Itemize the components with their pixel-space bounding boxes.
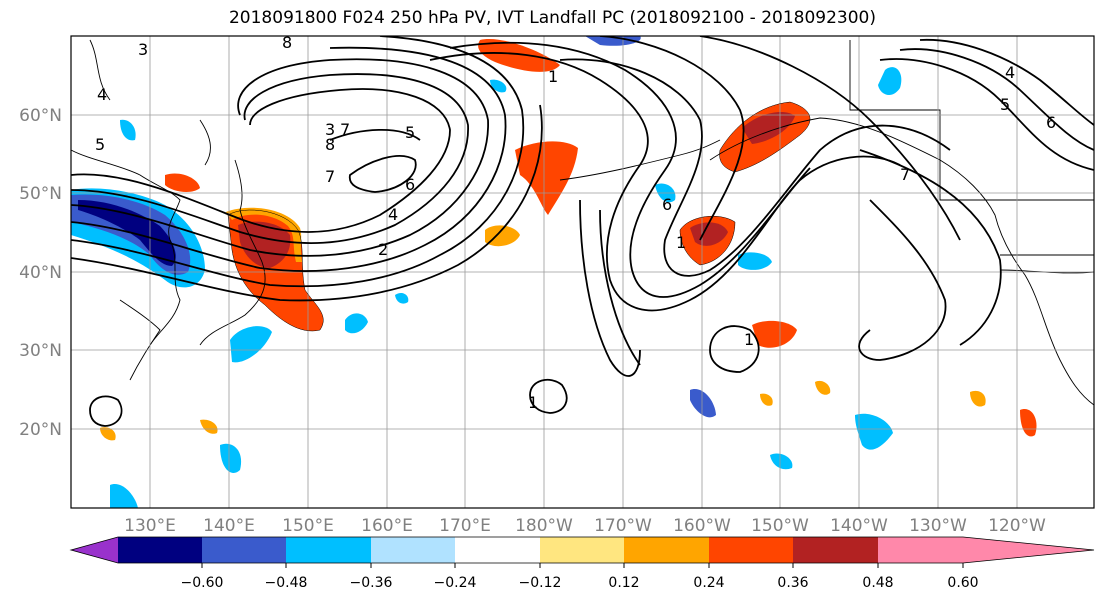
- lon-label: 130°E: [124, 516, 176, 536]
- colorbar-tick-label: −0.12: [519, 575, 562, 591]
- pv-label: 1: [528, 393, 538, 412]
- coastlines: [71, 39, 1094, 406]
- colorbar-tick-label: −0.24: [434, 575, 477, 591]
- lon-label: 170°E: [439, 516, 491, 536]
- lon-label: 160°E: [361, 516, 413, 536]
- pv-contour-labels: 3 8 4 5 3 8 7 6 4 2 7 1 6 5 1 4 7 5 6 1 …: [95, 33, 1056, 412]
- colorbar-tick-label: −0.36: [350, 575, 393, 591]
- colorbar-segment: [624, 537, 709, 563]
- pv-label: 7: [900, 165, 910, 184]
- colorbar-segment: [878, 537, 963, 563]
- lat-label: 40°N: [19, 263, 62, 283]
- lat-label: 50°N: [19, 184, 62, 204]
- colorbar-segment: [286, 537, 371, 563]
- pv-label: 8: [325, 135, 335, 154]
- pv-label: 6: [662, 195, 672, 214]
- pv-label: 2: [378, 240, 388, 259]
- pv-label: 6: [1046, 113, 1056, 132]
- lon-label: 150°E: [282, 516, 334, 536]
- map-title: 2018091800 F024 250 hPa PV, IVT Landfall…: [228, 8, 876, 28]
- colorbar-tick-label: 0.48: [862, 575, 893, 591]
- pv-label: 1: [676, 233, 686, 252]
- colorbar-extend-low: [71, 537, 118, 563]
- lon-label: 140°W: [830, 516, 888, 536]
- pv-label: 3: [138, 40, 148, 59]
- lat-label: 60°N: [19, 106, 62, 126]
- lon-label: 140°E: [203, 516, 255, 536]
- lon-label: 150°W: [751, 516, 809, 536]
- lon-label: 130°W: [909, 516, 967, 536]
- colorbar-segment: [709, 537, 793, 563]
- pv-label: 5: [1000, 95, 1010, 114]
- pv-label: 1: [744, 330, 754, 349]
- lon-label: 170°W: [594, 516, 652, 536]
- colorbar-segment: [455, 537, 540, 563]
- pv-label: 3: [325, 120, 335, 139]
- pv-label: 6: [405, 175, 415, 194]
- pv-contours: [71, 36, 1094, 427]
- graticule: [71, 36, 1094, 508]
- pv-label: 5: [95, 135, 105, 154]
- colorbar-tick-label: 0.24: [693, 575, 724, 591]
- lon-label: 180°W: [515, 516, 573, 536]
- pv-label: 7: [340, 120, 350, 139]
- pv-label: 5: [405, 123, 415, 142]
- lat-label: 20°N: [19, 420, 62, 440]
- colorbar-segment: [371, 537, 455, 563]
- colorbar-segment: [540, 537, 624, 563]
- longitude-labels: 130°E 140°E 150°E 160°E 170°E 180°W 170°…: [124, 516, 1046, 536]
- lon-label: 160°W: [673, 516, 731, 536]
- pv-label: 1: [548, 67, 558, 86]
- pv-label: 8: [282, 33, 292, 52]
- colorbar-tick-label: −0.48: [265, 575, 308, 591]
- colorbar-segment: [202, 537, 286, 563]
- pv-label: 4: [388, 205, 398, 224]
- colorbar-tick-label: 0.60: [947, 575, 978, 591]
- colorbar-segment: [793, 537, 878, 563]
- lat-label: 30°N: [19, 341, 62, 361]
- colorbar: −0.60 −0.48 −0.36 −0.24 −0.12 0.12 0.24 …: [69, 536, 1095, 591]
- colorbar-tick-label: −0.60: [181, 575, 224, 591]
- map-frame: [70, 35, 1095, 509]
- colorbar-segment: [118, 537, 202, 563]
- pv-label: 4: [1005, 63, 1015, 82]
- pv-label: 4: [97, 85, 107, 104]
- colorbar-tick-label: 0.36: [777, 575, 808, 591]
- lon-label: 120°W: [988, 516, 1046, 536]
- pv-label: 7: [325, 167, 335, 186]
- latitude-labels: 60°N 50°N 40°N 30°N 20°N: [19, 106, 62, 440]
- colorbar-extend-high: [963, 537, 1094, 563]
- colorbar-tick-label: 0.12: [608, 575, 639, 591]
